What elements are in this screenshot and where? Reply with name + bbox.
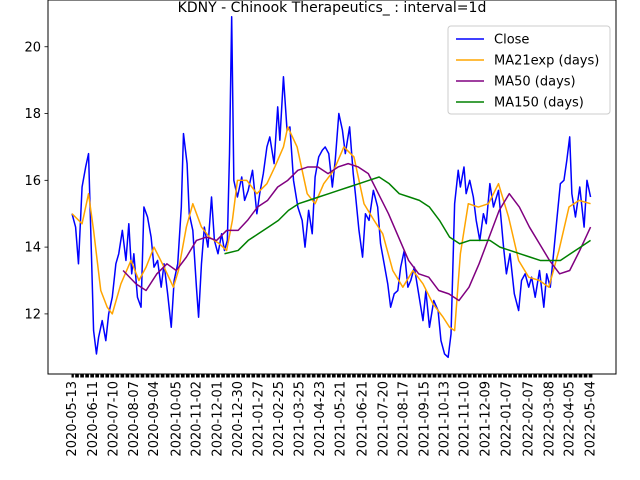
y-tick-label: 12: [24, 307, 41, 322]
x-tick-label: 2020-11-02: [189, 381, 204, 457]
x-tick-label: 2022-02-07: [522, 381, 537, 457]
x-tick-label: 2021-03-25: [292, 381, 307, 457]
x-tick-label: 2020-06-11: [86, 381, 101, 457]
x-tick-label: 2021-01-27: [251, 381, 266, 457]
x-tick-label: 2021-10-13: [438, 381, 453, 457]
legend-label-close: Close: [494, 33, 529, 48]
x-tick-label: 2022-01-07: [499, 381, 514, 457]
x-tick-label: 2020-12-01: [210, 381, 225, 457]
axis-layer: 2020-05-13 2020-06-11 2020-07-10 2020-08-07…: [24, 40, 598, 456]
series-line-ma21exp-days: [71, 126, 591, 332]
x-tick-label: 2021-02-25: [272, 381, 287, 457]
y-tick-label: 20: [24, 40, 41, 55]
x-axis-minor-ticks: [71, 374, 593, 378]
legend-label-ma50-days: MA50 (days): [494, 75, 576, 90]
x-tick-label: 2022-03-08: [543, 381, 558, 457]
legend-label-ma150-days: MA150 (days): [494, 96, 584, 111]
x-tick-label: 2020-08-07: [127, 381, 142, 457]
chart-legend: Close MA21exp (days) MA50 (days) MA150 (day…: [447, 25, 611, 115]
y-tick-label: 16: [24, 174, 41, 189]
y-tick-label: 18: [24, 107, 41, 122]
x-tick-label: 2022-04-05: [563, 381, 578, 457]
chart-title: KDNY - Chinook Therapeutics_ : interval=…: [178, 0, 487, 16]
x-tick-label: 2020-07-10: [107, 381, 122, 457]
legend-box: [447, 25, 611, 115]
series-layer: [71, 15, 592, 359]
x-tick-label: 2020-09-04: [147, 381, 162, 457]
x-tick-label: 2021-09-15: [417, 381, 432, 457]
x-tick-label: 2021-04-23: [313, 381, 328, 457]
x-tick-label: 2021-12-09: [479, 381, 494, 457]
series-line-ma50-days: [122, 162, 592, 302]
x-tick-label: 2021-05-21: [333, 381, 348, 457]
plot-frame: [47, 0, 617, 375]
legend-label-ma21exp-days: MA21exp (days): [494, 54, 599, 69]
x-tick-label: 2021-08-17: [397, 381, 412, 457]
x-tick-label: 2022-05-04: [584, 381, 599, 457]
x-tick-label: 2021-07-20: [376, 381, 391, 457]
x-tick-label: 2021-06-21: [356, 381, 371, 457]
y-tick-label: 14: [24, 241, 41, 256]
series-line-ma150-days: [224, 176, 591, 262]
x-tick-label: 2020-05-13: [65, 381, 80, 457]
x-tick-label: 2020-12-30: [231, 381, 246, 457]
x-tick-label: 2020-10-05: [169, 381, 184, 457]
x-tick-label: 2021-11-10: [458, 381, 473, 457]
